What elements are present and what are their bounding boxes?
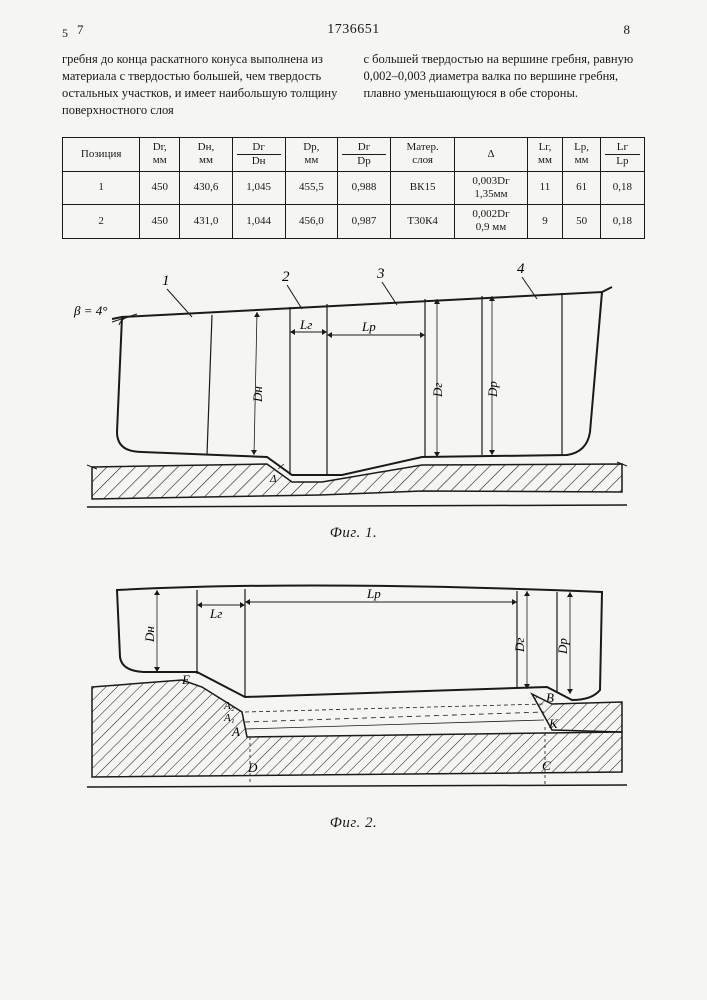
table-cell: 456,0 <box>285 205 338 238</box>
table-header-cell: DгDн <box>232 137 285 171</box>
table-header-cell: Dр,мм <box>285 137 338 171</box>
table-cell: 61 <box>563 171 600 204</box>
callout-4: 4 <box>517 261 525 277</box>
page-num-topleft: 7 <box>77 22 84 38</box>
fig2-Dp: Dр <box>555 637 570 654</box>
table-header-cell: Lг,мм <box>527 137 563 171</box>
table-cell: 0,002Dг0,9 мм <box>455 205 527 238</box>
fig2-Lr: Lг <box>209 606 222 621</box>
figure-2: Lг Lр Dн Dг Dр E A₂ A₁ A B K D C Фиг. 2. <box>62 572 645 832</box>
table-cell: 1,045 <box>232 171 285 204</box>
pt-D: D <box>247 760 258 775</box>
fig1-Dr: Dг <box>430 382 445 397</box>
table-row: 2450431,01,044456,00,987Т30К40,002Dг0,9 … <box>63 205 645 238</box>
table-cell: 9 <box>527 205 563 238</box>
table-cell: 0,988 <box>338 171 391 204</box>
table-cell: 450 <box>140 205 180 238</box>
callout-2: 2 <box>282 269 290 285</box>
pt-K: K <box>548 716 559 731</box>
table-cell: 50 <box>563 205 600 238</box>
table-header-cell: LгLр <box>600 137 644 171</box>
fig2-Dr: Dг <box>512 637 527 652</box>
table-cell: 455,5 <box>285 171 338 204</box>
col-num-left: 5 <box>62 26 68 40</box>
page-num-topright: 8 <box>624 22 631 38</box>
table-header-cell: Δ <box>455 137 527 171</box>
table-cell: Т30К4 <box>390 205 455 238</box>
callout-1: 1 <box>162 273 170 289</box>
figure-1: β = 4° 1 2 3 4 Lг Lр Dн Dг Dр <box>62 257 645 542</box>
right-column: с большей твердостью на вершине гребня, … <box>364 51 646 119</box>
callout-3: 3 <box>376 266 385 282</box>
table-header-cell: Матер.слоя <box>390 137 455 171</box>
fig2-Lp: Lр <box>366 586 381 601</box>
fig1-svg: β = 4° 1 2 3 4 Lг Lр Dн Dг Dр <box>62 257 645 517</box>
table-header-cell: Dг,мм <box>140 137 180 171</box>
table-header-cell: Lр,мм <box>563 137 600 171</box>
table-cell: 2 <box>63 205 140 238</box>
pt-C: C <box>542 758 551 773</box>
table-cell: 0,987 <box>338 205 391 238</box>
body-text: гребня до конца раскатного конуса выполн… <box>0 41 707 131</box>
table-header-cell: Dн,мм <box>180 137 233 171</box>
table-cell: 0,18 <box>600 171 644 204</box>
fig1-Lp: Lр <box>361 319 376 334</box>
fig1-Dn: Dн <box>250 386 265 403</box>
pt-B: B <box>546 690 554 705</box>
left-column: гребня до конца раскатного конуса выполн… <box>62 51 344 119</box>
table-header-row: ПозицияDг,ммDн,ммDгDнDр,ммDгDрМатер.слоя… <box>63 137 645 171</box>
pt-A: A <box>231 724 240 739</box>
table-cell: 1,044 <box>232 205 285 238</box>
fig1-delta: Δ <box>269 473 276 485</box>
fig1-Lr: Lг <box>299 317 312 332</box>
table-cell: 431,0 <box>180 205 233 238</box>
pt-E: E <box>181 672 190 687</box>
pt-A2: A₂ <box>223 700 235 712</box>
table-cell: ВК15 <box>390 171 455 204</box>
table-cell: 1 <box>63 171 140 204</box>
table-header-cell: DгDр <box>338 137 391 171</box>
fig2-svg: Lг Lр Dн Dг Dр E A₂ A₁ A B K D C <box>62 572 645 807</box>
parameters-table: ПозицияDг,ммDн,ммDгDнDр,ммDгDрМатер.слоя… <box>62 137 645 239</box>
table-cell: 0,18 <box>600 205 644 238</box>
table-cell: 430,6 <box>180 171 233 204</box>
fig1-Dp: Dр <box>485 380 500 397</box>
table-row: 1450430,61,045455,50,988ВК150,003Dг1,35м… <box>63 171 645 204</box>
table-cell: 450 <box>140 171 180 204</box>
fig2-caption: Фиг. 2. <box>62 815 645 832</box>
document-number: 1736651 <box>327 22 380 38</box>
pt-A1: A₁ <box>223 712 235 724</box>
angle-label: β = 4° <box>73 303 107 318</box>
table-header-cell: Позиция <box>63 137 140 171</box>
fig2-Dn: Dн <box>142 626 157 643</box>
table-cell: 0,003Dг1,35мм <box>455 171 527 204</box>
table-cell: 11 <box>527 171 563 204</box>
fig1-caption: Фиг. 1. <box>62 525 645 542</box>
